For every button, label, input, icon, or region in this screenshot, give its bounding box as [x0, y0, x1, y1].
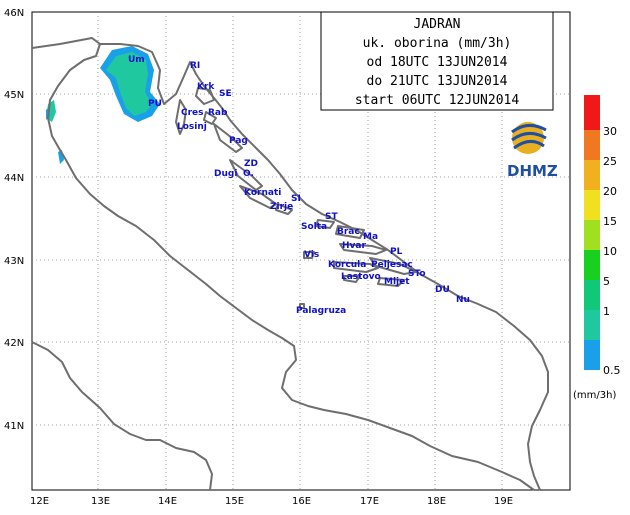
place-label: Pag: [229, 136, 248, 146]
place-label: PU: [148, 99, 162, 109]
y-tick-label: 43N: [4, 256, 24, 267]
place-label: ST: [325, 212, 338, 222]
place-label: Dugi: [214, 169, 237, 179]
title-line: uk. oborina (mm/3h): [363, 36, 512, 51]
x-tick-label: 13E: [91, 496, 110, 507]
place-label: Ma: [363, 232, 378, 242]
legend-tick-label: 20: [603, 185, 617, 198]
island-peljesac: [369, 257, 417, 275]
place-label: Cres: [181, 108, 204, 118]
island-rab: [203, 111, 217, 125]
title-line: JADRAN: [414, 17, 461, 32]
island-palagruza: [299, 303, 305, 309]
x-tick-label: 16E: [292, 496, 311, 507]
place-label: Kornati: [244, 188, 281, 198]
island-kornati: [239, 185, 277, 209]
y-tick-label: 42N: [4, 338, 24, 349]
legend-unit: (mm/3h): [573, 390, 616, 401]
island-mljet: [377, 277, 405, 287]
x-axis-labels: 12E 13E 14E 15E 16E 17E 18E 19E: [30, 496, 513, 507]
y-tick-label: 45N: [4, 90, 24, 101]
precipitation-legend: 30 25 20 15 10 5 1 0.5 (mm/3h): [573, 95, 621, 401]
legend-swatch: [584, 160, 600, 190]
legend-swatch: [584, 280, 600, 310]
place-label: RI: [190, 61, 200, 71]
place-label: Peljesac: [371, 260, 413, 270]
legend-tick-label: 1: [603, 305, 610, 318]
legend-swatch: [584, 250, 600, 280]
place-label: Um: [128, 55, 145, 65]
island-korcula: [333, 261, 379, 273]
place-label: Krk: [197, 82, 215, 92]
legend-tick-label: 15: [603, 215, 617, 228]
x-tick-label: 18E: [427, 496, 446, 507]
x-tick-label: 19E: [494, 496, 513, 507]
precipitation-areas: [46, 46, 160, 164]
place-label: Hvar: [342, 241, 366, 251]
y-tick-label: 41N: [4, 421, 24, 432]
legend-swatch-top: [584, 95, 600, 130]
place-label: DU: [435, 285, 450, 295]
legend-swatch: [584, 190, 600, 220]
legend-tick-label: 25: [603, 155, 617, 168]
island-pag: [213, 123, 243, 153]
place-label: Korcula: [328, 260, 366, 270]
place-label: Brac: [337, 227, 360, 237]
coast-istria-croatia: [100, 43, 549, 491]
title-line: od 18UTC 13JUN2014: [367, 55, 508, 70]
dhmz-logo: DHMZ: [507, 122, 558, 180]
coastlines: [31, 37, 549, 491]
place-label: Nu: [456, 295, 470, 305]
place-labels: Um PU RI Krk SE Cres Rab Losinj Pag ZD D…: [128, 55, 470, 316]
island-hvar: [339, 243, 387, 255]
legend-swatch: [584, 130, 600, 160]
island-cres: [175, 99, 187, 135]
legend-tick-label: 30: [603, 125, 617, 138]
legend-swatch: [584, 310, 600, 340]
x-tick-label: 17E: [360, 496, 379, 507]
y-axis-labels: 46N 45N 44N 43N 42N 41N: [4, 8, 24, 432]
legend-tick-label: 0.5: [603, 364, 621, 377]
island-dugi: [229, 159, 263, 191]
legend-swatch: [584, 340, 600, 370]
y-tick-label: 44N: [4, 173, 24, 184]
island-solta: [315, 219, 335, 229]
place-label: SI: [291, 194, 301, 204]
island-brac: [335, 225, 365, 239]
x-tick-label: 12E: [30, 496, 49, 507]
legend-swatch: [584, 220, 600, 250]
island-zirje: [275, 203, 293, 215]
island-vis: [303, 251, 315, 259]
island-lastovo: [343, 275, 361, 283]
place-label: Palagruza: [296, 306, 346, 316]
place-label: Lastovo: [341, 272, 381, 282]
place-label: PL: [390, 247, 403, 257]
place-label: Vis: [304, 250, 319, 260]
title-line: start 06UTC 12JUN2014: [355, 93, 520, 108]
precip-istria-inner: [106, 52, 152, 116]
legend-tick-label: 10: [603, 245, 617, 258]
island-krk: [195, 87, 215, 105]
title-line: do 21UTC 13JUN2014: [367, 74, 508, 89]
place-label: Mljet: [384, 277, 410, 287]
legend-tick-label: 5: [603, 275, 610, 288]
place-label: ZD: [244, 159, 258, 169]
title-box: JADRAN uk. oborina (mm/3h) od 18UTC 13JU…: [320, 11, 554, 111]
x-tick-label: 14E: [158, 496, 177, 507]
place-label: SE: [219, 89, 232, 99]
place-label: Solta: [301, 222, 327, 232]
place-label: Losinj: [177, 122, 207, 132]
place-label: STo: [408, 269, 426, 279]
x-tick-label: 15E: [225, 496, 244, 507]
logo-text: DHMZ: [507, 162, 558, 180]
place-label: O.: [243, 169, 254, 179]
coast-italy: [31, 37, 535, 491]
coast-italy-heel: [31, 341, 213, 491]
place-label: Zirje: [270, 202, 293, 212]
y-tick-label: 46N: [4, 8, 24, 19]
place-label: Rab: [208, 108, 228, 118]
